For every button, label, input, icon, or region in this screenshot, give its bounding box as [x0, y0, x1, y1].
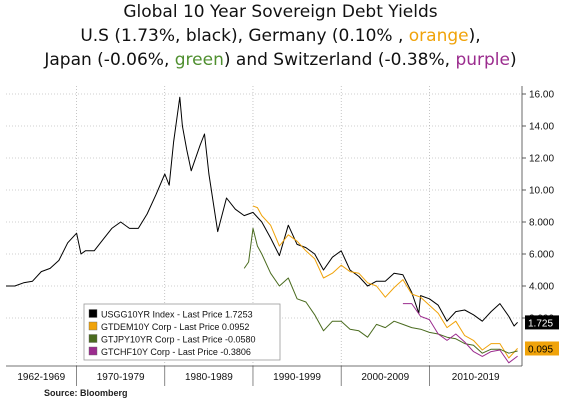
price-tag-us: 1.725 [528, 318, 553, 329]
y-tick-label: 6.000 [529, 250, 554, 261]
price-tag-us-box [525, 315, 559, 330]
y-tick-label: 8.000 [529, 218, 554, 229]
series-line-switzerland [402, 303, 518, 364]
last-price-tags: 1.725 0.095 [525, 315, 559, 356]
series-lines [6, 96, 518, 364]
series-line-us [6, 96, 518, 327]
legend-entry-switzerland: GTCHF10Y Corp - Last Price -0.3806 [101, 347, 251, 357]
y-tick-label: 14.00 [529, 122, 554, 133]
x-tick-label: 2000-2009 [361, 372, 409, 383]
source-note: Source: Bloomberg [44, 388, 128, 398]
y-tick-label: 16.00 [529, 90, 554, 101]
chart-subtitle-line-1: U.S (1.73%, black), Germany (0.10% , ora… [80, 26, 481, 46]
chart-title: Global 10 Year Sovereign Debt Yields [123, 2, 438, 22]
legend-entry-japan: GTJPY10YR Corp - Last Price -0.0580 [101, 335, 256, 345]
legend-swatch-us [88, 309, 98, 318]
y-tick-label: 4.000 [529, 282, 554, 293]
x-tick-label: 1962-1969 [17, 372, 65, 383]
legend-entry-us: USGG10YR Index - Last Price 1.7253 [101, 310, 253, 320]
price-tag-germany-box [525, 341, 559, 356]
legend-box [83, 303, 281, 361]
legend-swatch-germany [88, 321, 98, 331]
yield-line-chart: 2.0004.0006.0008.00010.0012.0014.0016.00… [6, 86, 559, 386]
x-tick-label: 2010-2019 [452, 372, 500, 383]
legend-entry-germany: GTDEM10Y Corp - Last Price 0.0952 [101, 322, 249, 332]
legend: USGG10YR Index - Last Price 1.7253 GTDEM1… [83, 303, 281, 361]
y-tick-label: 12.00 [529, 154, 554, 165]
y-tick-label: 10.00 [529, 186, 554, 197]
series-line-germany [252, 205, 518, 359]
price-tag-germany: 0.095 [528, 344, 553, 355]
legend-swatch-japan [88, 334, 98, 343]
chart-subtitle-line-2: Japan (-0.06%, green) and Switzerland (-… [44, 50, 517, 70]
gridlines [6, 86, 522, 366]
x-tick-label: 1990-1999 [273, 372, 321, 383]
x-tick-label: 1980-1989 [185, 372, 233, 383]
series-line-japan [243, 227, 518, 354]
axes: 2.0004.0006.0008.00010.0012.0014.0016.00… [6, 86, 554, 386]
legend-swatch-switzerland [88, 346, 98, 356]
x-tick-label: 1970-1979 [97, 372, 145, 383]
